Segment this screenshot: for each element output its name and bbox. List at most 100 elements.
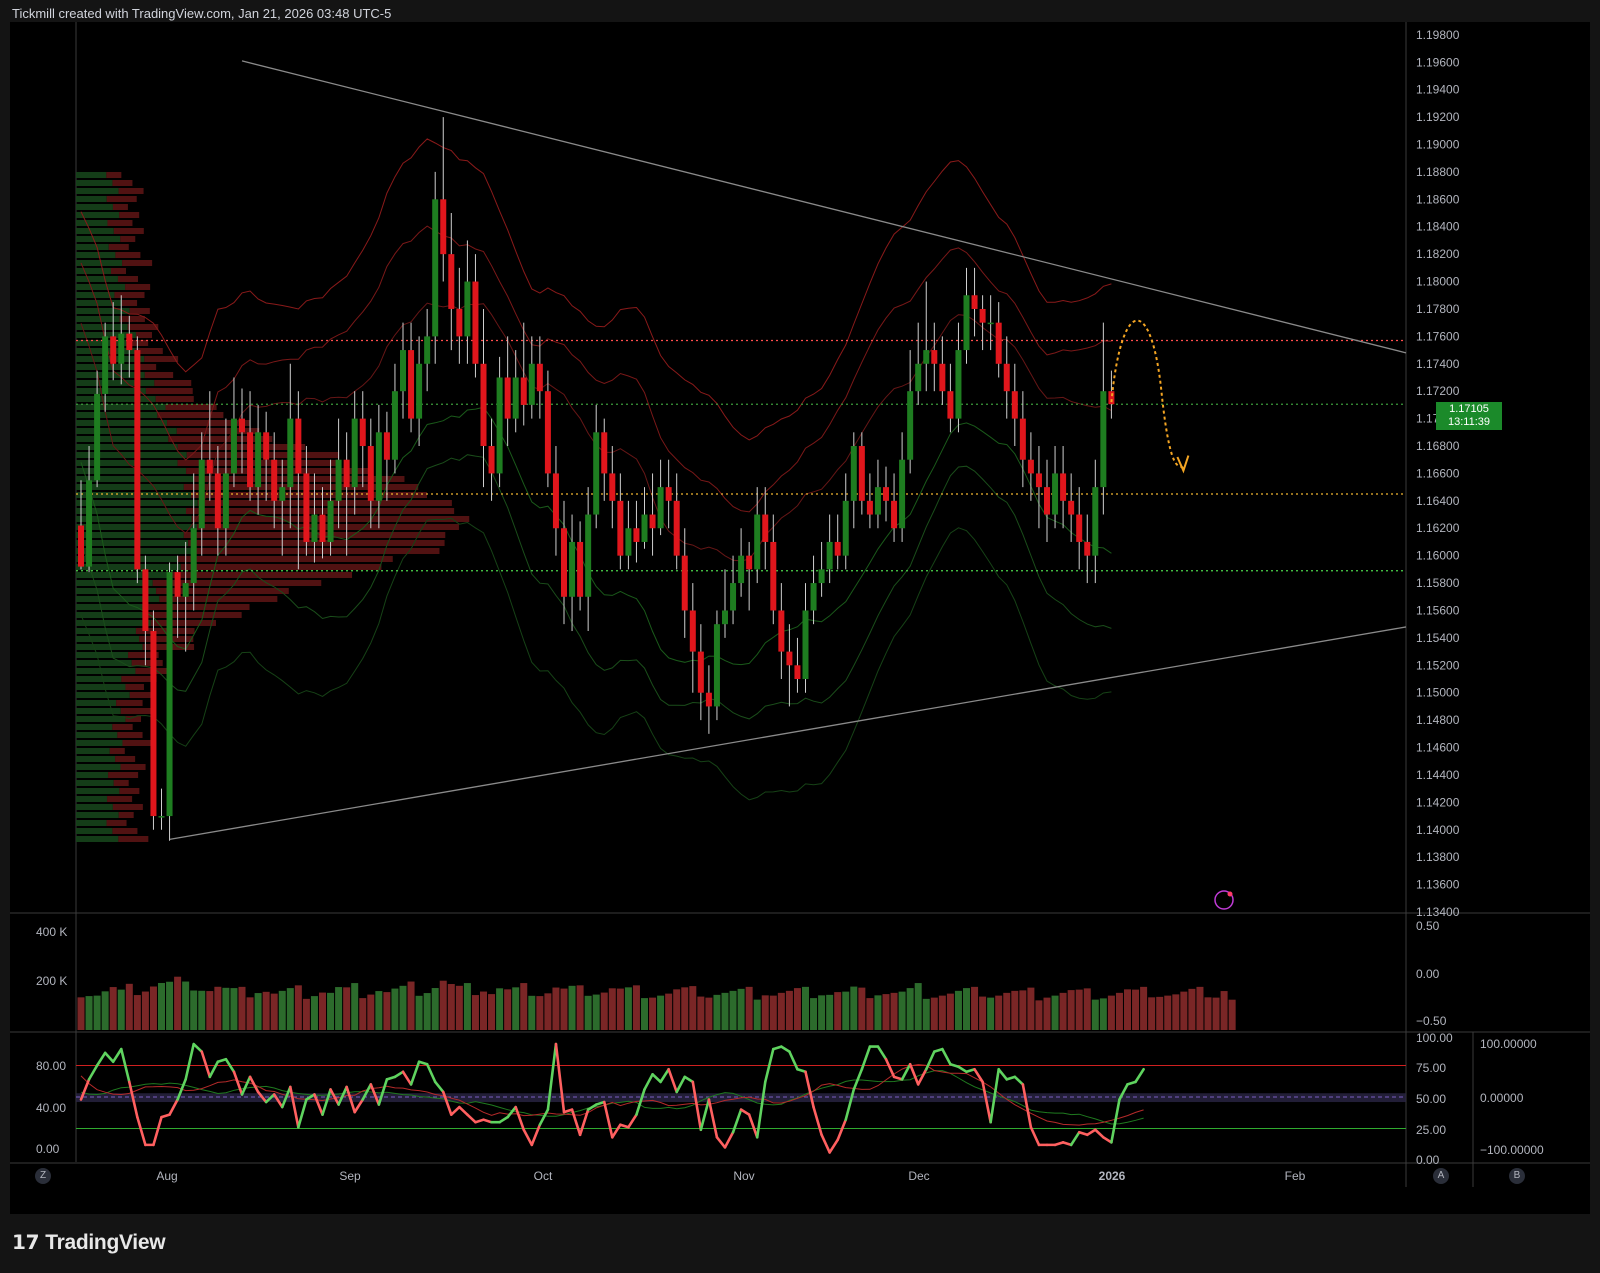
stoch-main-segment	[900, 1062, 912, 1081]
candle-body	[367, 446, 374, 501]
volume-bar	[737, 988, 745, 1030]
candle-body	[343, 459, 350, 488]
vp-bar-buy	[76, 756, 116, 762]
vp-bar-sell	[119, 316, 145, 322]
vp-bar-sell	[120, 236, 136, 242]
vp-bar-buy	[76, 276, 118, 282]
candle-body	[665, 487, 672, 501]
stoch-main-segment	[1085, 1128, 1097, 1137]
volume-bar	[310, 996, 318, 1030]
stoch-main-segment	[224, 1057, 236, 1074]
bar-countdown: 13:11:39	[1447, 416, 1490, 428]
vp-bar-buy	[76, 828, 113, 834]
volume-bar	[673, 989, 681, 1030]
candle-body	[295, 418, 302, 474]
price-tick-label: 1.16000	[1416, 549, 1460, 563]
price-tick-label: 1.15400	[1416, 631, 1460, 645]
candle-body	[327, 500, 334, 542]
stoch-main-segment	[474, 1118, 485, 1124]
candle-body	[110, 336, 117, 364]
volume-bar	[335, 987, 343, 1030]
volume-bar	[375, 991, 383, 1030]
vp-bar-buy	[76, 676, 122, 682]
volume-bar	[391, 988, 399, 1030]
vp-bar-buy	[76, 804, 113, 810]
vp-bar-sell	[114, 292, 145, 298]
vp-bar-sell	[106, 196, 137, 202]
volume-bar	[480, 991, 487, 1030]
volume-bar	[1212, 997, 1220, 1030]
goto-start-button[interactable]: Z	[35, 1168, 51, 1184]
volume-bar	[971, 986, 979, 1030]
stoch-main-segment	[152, 1115, 163, 1147]
candle-body	[899, 459, 906, 529]
volume-bar	[77, 997, 85, 1030]
volume-bar	[576, 985, 584, 1030]
stoch-main-segment	[1126, 1080, 1137, 1086]
price-tick-label: 1.18400	[1416, 220, 1460, 234]
candle-body	[263, 432, 270, 460]
candle-body	[440, 199, 447, 255]
volume-bar	[818, 995, 826, 1030]
vp-bar-buy	[76, 388, 146, 394]
volume-bar	[898, 991, 906, 1030]
vp-bar-sell	[147, 612, 242, 618]
candle-body	[754, 514, 761, 570]
vp-bar-sell	[188, 540, 445, 546]
vp-bar-sell	[115, 756, 136, 762]
stoch-main-segment	[87, 1064, 99, 1081]
vp-bar-sell	[183, 484, 419, 490]
candle-body	[730, 583, 737, 611]
stoch-main-segment	[345, 1085, 357, 1114]
vp-bar-buy	[76, 780, 114, 786]
volume-bar	[689, 986, 697, 1030]
stoch-main-segment	[514, 1105, 526, 1132]
stoch-main-segment	[949, 1062, 960, 1069]
volume-bar	[1027, 987, 1035, 1030]
volume-bar	[101, 991, 109, 1030]
vp-bar-sell	[125, 284, 151, 290]
volume-bar	[536, 996, 544, 1030]
volume-bar	[552, 987, 560, 1030]
stoch-main-segment	[981, 1080, 992, 1124]
candle-body	[995, 322, 1002, 364]
vp-bar-sell	[186, 452, 340, 458]
stoch-main-segment	[433, 1080, 445, 1094]
vp-bar-sell	[118, 812, 134, 818]
vp-bar-buy	[76, 652, 129, 658]
vp-bar-buy	[76, 636, 140, 642]
vp-bar-buy	[76, 580, 153, 586]
stoch-main-segment	[643, 1073, 654, 1091]
volume-bar	[874, 995, 882, 1030]
vp-bar-sell	[107, 796, 133, 802]
price-tick-label: 1.16400	[1416, 494, 1460, 508]
vp-bar-buy	[76, 196, 107, 202]
candle-body	[222, 473, 229, 529]
volume-bar	[657, 995, 665, 1030]
volume-bar	[1059, 992, 1067, 1030]
candle-body	[569, 541, 576, 597]
vp-bar-sell	[112, 180, 133, 186]
vp-bar-sell	[110, 268, 126, 274]
vp-bar-sell	[129, 308, 150, 314]
auto-scale-button[interactable]: A	[1433, 1168, 1449, 1184]
volume-bar	[117, 989, 125, 1030]
vp-bar-buy	[76, 660, 132, 666]
vp-bar-buy	[76, 300, 122, 306]
tradingview-chart[interactable]: 1.19800 1.19600 1.19400 1.19200 1.19000 1.188…	[10, 22, 1590, 1214]
vp-bar-buy	[76, 308, 130, 314]
candle-body	[713, 624, 720, 707]
stoch-main-segment	[321, 1088, 332, 1116]
volume-bar	[649, 997, 657, 1030]
vp-bar-sell	[157, 412, 224, 418]
settings-b-button[interactable]: B	[1509, 1168, 1525, 1184]
stoch-main-segment	[200, 1050, 212, 1079]
vp-bar-sell	[106, 172, 122, 178]
stoch-main-segment	[554, 1042, 566, 1114]
vp-bar-sell	[125, 716, 142, 722]
stoch-far-right-label: −100.00000	[1480, 1143, 1544, 1157]
price-tick-label: 1.16600	[1416, 466, 1460, 480]
candle-body	[94, 393, 101, 481]
stoch-main-segment	[111, 1047, 123, 1064]
stoch-main-segment	[95, 1051, 107, 1067]
